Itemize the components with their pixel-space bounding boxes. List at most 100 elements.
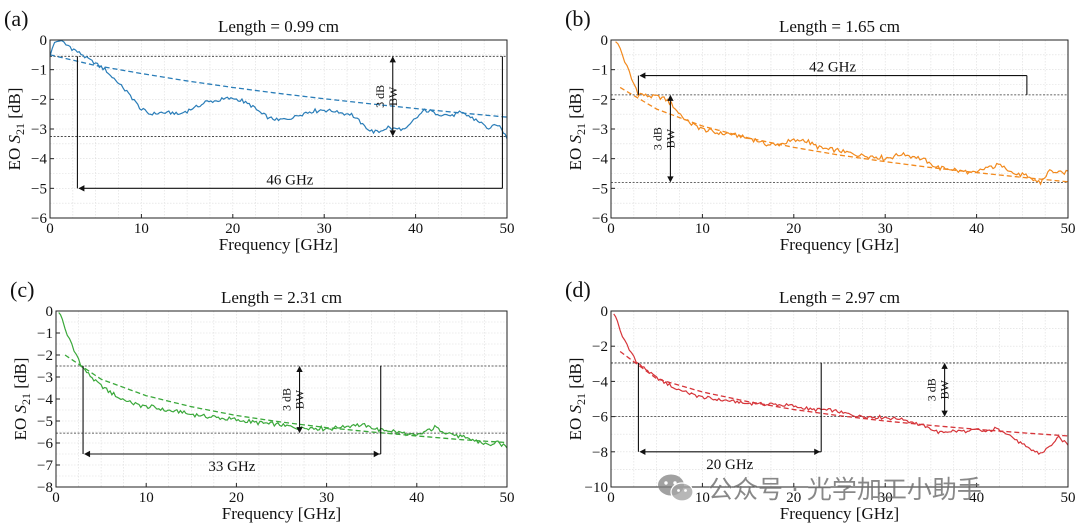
y-tick-label: −5 xyxy=(37,414,53,430)
arrow-up-icon xyxy=(296,366,303,372)
y-axis-title: EO S21 [dB] xyxy=(566,88,588,171)
arrow-left-icon xyxy=(639,448,646,455)
bw-marker-label: 3 dBBW xyxy=(280,388,307,411)
x-tick-label: 20 xyxy=(225,221,240,237)
y-tick-label: −6 xyxy=(592,410,608,426)
x-tick-label: 20 xyxy=(229,490,244,506)
x-axis-title: Frequency [GHz] xyxy=(219,235,338,254)
x-tick-label: 40 xyxy=(969,221,984,237)
x-axis-title: Frequency [GHz] xyxy=(222,504,341,523)
plot-frame xyxy=(55,310,508,488)
x-tick-label: 50 xyxy=(500,221,515,237)
y-axis-title: EO S21 [dB] xyxy=(11,358,33,441)
panel-label: (b) xyxy=(565,6,591,31)
y-tick-label: 0 xyxy=(601,304,609,320)
chart-panel-b: 0 10 20 30 40 50 0 −1 −2 −3 −4 −5 −6 42 GHz 3 dBBW Leng… xyxy=(565,6,1076,254)
arrow-up-icon xyxy=(941,362,948,369)
arrow-right-icon xyxy=(373,450,380,458)
x-tick-label: 0 xyxy=(52,490,60,506)
series-fit-c xyxy=(64,354,507,444)
series-measured-c xyxy=(58,312,507,449)
x-tick-label: 0 xyxy=(607,490,615,506)
y-tick-label: 0 xyxy=(601,33,609,49)
y-axis-title: EO S21 [dB] xyxy=(566,358,588,441)
arrow-left-icon xyxy=(639,72,646,79)
y-tick-label: −2 xyxy=(31,92,47,108)
x-tick-label: 30 xyxy=(317,221,332,237)
wechat-icon xyxy=(658,474,694,502)
bandwidth-label: 33 GHz xyxy=(208,459,255,475)
panel-title: Length = 2.97 cm xyxy=(779,288,900,307)
y-tick-label: −5 xyxy=(592,181,608,197)
y-tick-label: −4 xyxy=(31,152,47,168)
bandwidth-annotation-c: 33 GHz xyxy=(82,366,382,475)
bw-marker-b: 3 dBBW xyxy=(650,94,677,183)
plot-frame xyxy=(610,310,1069,488)
y-tick-label: −8 xyxy=(37,480,53,496)
series-measured-b xyxy=(615,41,1068,186)
bw-marker-label: 3 dBBW xyxy=(925,378,952,401)
bw-marker-a: 3 dBBW xyxy=(373,56,400,137)
bandwidth-label: 20 GHz xyxy=(706,457,753,473)
y-tick-label: −7 xyxy=(37,458,53,474)
y-tick-label: −6 xyxy=(31,211,47,227)
x-tick-label: 10 xyxy=(695,490,710,506)
x-tick-label: 40 xyxy=(969,490,984,506)
y-tick-label: −3 xyxy=(37,370,53,386)
series-fit-d xyxy=(619,350,1068,437)
x-tick-label: 0 xyxy=(607,221,615,237)
panel-title: Length = 0.99 cm xyxy=(218,17,339,36)
x-tick-label: 20 xyxy=(786,221,801,237)
x-axis-title: Frequency [GHz] xyxy=(780,504,899,523)
bw-marker-d: 3 dBBW xyxy=(925,362,952,417)
bw-marker-label: 3 dBBW xyxy=(650,127,677,150)
series-fit-a xyxy=(50,54,507,118)
y-tick-label: −1 xyxy=(592,63,608,79)
x-tick-label: 10 xyxy=(139,490,154,506)
series-fit-b xyxy=(619,86,1068,183)
arrow-down-icon xyxy=(296,427,303,434)
arrow-down-icon xyxy=(389,130,396,137)
x-tick-label: 50 xyxy=(500,490,515,506)
chart-panel-c: 0 10 20 30 40 50 0 −1 −2 −3 −4 −5 −6 −7 −8 33 GHz 3 dBBW… xyxy=(10,277,515,523)
panel-label: (a) xyxy=(4,6,28,31)
grid-a xyxy=(49,39,508,219)
chart-panel-a: 0 10 20 30 40 50 0 −1 −2 −3 −4 −5 −6 46 GHz 3 dBBW Leng… xyxy=(4,6,515,254)
y-tick-label: −4 xyxy=(592,374,608,390)
chart-panel-d: 0 10 20 30 40 50 0 −2 −4 −6 −8 −10 20 GHz 3 dBBW Lengt… xyxy=(565,277,1076,523)
y-tick-label: 0 xyxy=(46,304,54,320)
x-tick-label: 20 xyxy=(786,490,801,506)
x-tick-label: 40 xyxy=(409,490,424,506)
y-tick-label: −2 xyxy=(37,348,53,364)
arrow-up-icon xyxy=(389,56,396,63)
arrow-left-icon xyxy=(78,185,85,192)
arrow-down-icon xyxy=(667,176,674,183)
x-tick-label: 40 xyxy=(408,221,423,237)
watermark-text: 公众号 · 光学加工小助手 xyxy=(708,475,982,504)
x-tick-label: 10 xyxy=(134,221,149,237)
bandwidth-label: 46 GHz xyxy=(266,172,313,188)
panel-label: (d) xyxy=(565,277,591,302)
x-tick-label: 50 xyxy=(1061,221,1076,237)
bandwidth-annotation-b: 42 GHz xyxy=(637,60,1028,95)
y-tick-label: −2 xyxy=(592,339,608,355)
y-tick-label: −4 xyxy=(37,392,53,408)
x-axis-title: Frequency [GHz] xyxy=(780,235,899,254)
y-tick-label: −6 xyxy=(592,211,608,227)
bandwidth-annotation-a: 46 GHz xyxy=(76,56,503,192)
plot-frame xyxy=(610,39,1069,219)
x-tick-label: 50 xyxy=(1061,490,1076,506)
x-tick-label: 30 xyxy=(878,221,893,237)
y-tick-label: −3 xyxy=(31,122,47,138)
y-tick-label: 0 xyxy=(40,33,48,49)
x-tick-label: 0 xyxy=(46,221,54,237)
y-axis-title: EO S21 [dB] xyxy=(5,88,27,171)
bandwidth-annotation-d: 20 GHz xyxy=(637,362,822,473)
y-tick-label: −2 xyxy=(592,92,608,108)
panel-title: Length = 1.65 cm xyxy=(779,17,900,36)
grid-d xyxy=(610,310,1069,488)
y-tick-label: −8 xyxy=(592,445,608,461)
y-tick-label: −1 xyxy=(31,63,47,79)
panel-title: Length = 2.31 cm xyxy=(221,288,342,307)
